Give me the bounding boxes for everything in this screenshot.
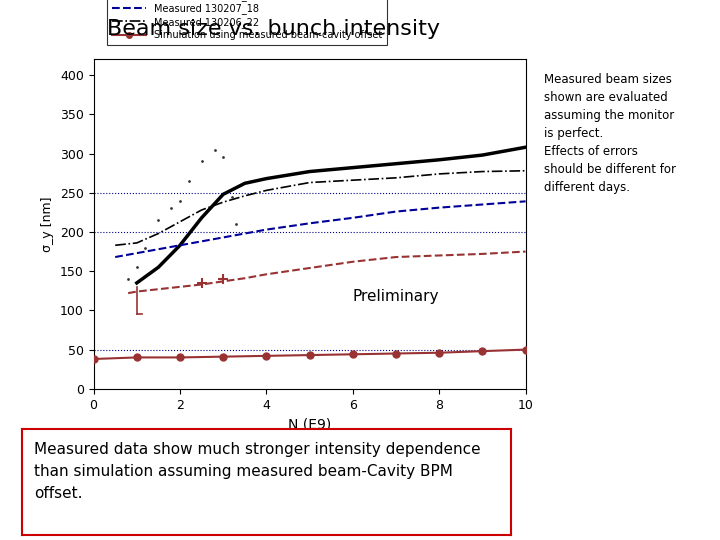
- Measured 130207_18: [219, 234, 228, 241]
- Measured 130312_22: [176, 242, 184, 248]
- Measured 130206_22: [262, 187, 271, 194]
- Measured 130221_09: [240, 275, 249, 281]
- Simulation using measured beam-cavity offset: [89, 356, 98, 362]
- Simulation using measured beam-cavity offset: [305, 352, 314, 359]
- Measured 130312_22: [154, 264, 163, 271]
- Measured 130221_09: [219, 278, 228, 285]
- Measured 130221_09: [132, 288, 141, 295]
- Text: Beam size vs. bunch intensity: Beam size vs. bunch intensity: [107, 19, 440, 39]
- Simulation using measured beam-cavity offset: [478, 348, 487, 354]
- Point: [226, 192, 238, 201]
- Point: [196, 279, 207, 287]
- Measured 130206_22: [111, 242, 120, 248]
- Measured 130221_09: [176, 284, 184, 290]
- Measured 130312_22: [478, 152, 487, 158]
- Measured 130221_09: [521, 248, 530, 255]
- Measured 130221_09: [305, 265, 314, 271]
- Measured 130207_18: [348, 214, 357, 221]
- Measured 130312_22: [219, 191, 228, 198]
- Measured 130207_18: [305, 220, 314, 227]
- Measured 130221_09: [262, 271, 271, 278]
- Measured 130221_09: [197, 281, 206, 288]
- Line: Measured 130206_22: Measured 130206_22: [115, 171, 526, 245]
- Measured 130207_18: [132, 250, 141, 256]
- Measured 130206_22: [240, 193, 249, 199]
- Point: [140, 244, 151, 252]
- Point: [166, 204, 177, 213]
- Measured 130206_22: [435, 171, 444, 177]
- Y-axis label: σ_y [nm]: σ_y [nm]: [42, 197, 55, 252]
- Measured 130207_18: [176, 242, 184, 248]
- Simulation using measured beam-cavity offset: [219, 353, 228, 360]
- Line: Measured 130221_09: Measured 130221_09: [128, 252, 526, 293]
- Point: [209, 145, 220, 154]
- Text: Measured beam sizes
shown are evaluated
assuming the monitor
is perfect.
Effects: Measured beam sizes shown are evaluated …: [544, 73, 675, 194]
- Measured 130207_18: [478, 201, 487, 208]
- Measured 130206_22: [305, 179, 314, 186]
- Point: [196, 157, 207, 166]
- Point: [183, 177, 194, 185]
- X-axis label: N (E9): N (E9): [288, 417, 331, 431]
- Measured 130207_18: [111, 254, 120, 260]
- Measured 130206_22: [154, 230, 163, 237]
- Measured 130312_22: [392, 160, 400, 167]
- Measured 130206_22: [197, 207, 206, 213]
- Line: Measured 130207_18: Measured 130207_18: [115, 201, 526, 257]
- Point: [131, 263, 143, 272]
- Point: [122, 275, 134, 284]
- Measured 130312_22: [348, 164, 357, 171]
- Measured 130207_18: [392, 208, 400, 215]
- Simulation using measured beam-cavity offset: [392, 350, 400, 357]
- Measured 130221_09: [435, 252, 444, 259]
- Simulation using measured beam-cavity offset: [132, 354, 141, 361]
- Text: Measured data show much stronger intensity dependence
than simulation assuming m: Measured data show much stronger intensi…: [34, 442, 480, 501]
- Simulation using measured beam-cavity offset: [435, 349, 444, 356]
- Measured 130312_22: [132, 280, 141, 286]
- Measured 130221_09: [348, 259, 357, 265]
- Simulation using measured beam-cavity offset: [521, 346, 530, 353]
- Measured 130206_22: [348, 177, 357, 184]
- Measured 130312_22: [197, 214, 206, 221]
- Measured 130207_18: [521, 198, 530, 205]
- Measured 130312_22: [262, 176, 271, 182]
- Measured 130221_09: [124, 290, 132, 296]
- Measured 130206_22: [392, 174, 400, 181]
- Measured 130312_22: [521, 144, 530, 151]
- Measured 130206_22: [478, 168, 487, 175]
- Text: Preliminary: Preliminary: [353, 289, 439, 304]
- Line: Measured 130312_22: Measured 130312_22: [137, 147, 526, 283]
- Point: [174, 196, 186, 205]
- Measured 130312_22: [435, 157, 444, 163]
- Point: [153, 216, 164, 225]
- Measured 130206_22: [176, 219, 184, 225]
- Simulation using measured beam-cavity offset: [262, 353, 271, 359]
- Measured 130206_22: [219, 199, 228, 205]
- Measured 130312_22: [305, 168, 314, 175]
- Point: [230, 220, 242, 228]
- Measured 130207_18: [240, 230, 249, 237]
- Measured 130207_18: [262, 226, 271, 233]
- Measured 130207_18: [154, 246, 163, 252]
- Point: [217, 275, 229, 284]
- Point: [217, 153, 229, 162]
- Measured 130221_09: [154, 286, 163, 293]
- Legend: Measured 130312_22, Measured 130221_09, Measured 130207_18, Measured 130206_22, : Measured 130312_22, Measured 130221_09, …: [107, 0, 387, 45]
- Measured 130207_18: [435, 204, 444, 211]
- Measured 130221_09: [478, 251, 487, 257]
- Measured 130221_09: [392, 254, 400, 260]
- Simulation using measured beam-cavity offset: [348, 351, 357, 357]
- Measured 130207_18: [197, 238, 206, 245]
- Simulation using measured beam-cavity offset: [176, 354, 184, 361]
- Measured 130312_22: [240, 180, 249, 186]
- Measured 130206_22: [521, 167, 530, 174]
- Line: Simulation using measured beam-cavity offset: Simulation using measured beam-cavity of…: [90, 346, 529, 362]
- Measured 130206_22: [132, 240, 141, 246]
